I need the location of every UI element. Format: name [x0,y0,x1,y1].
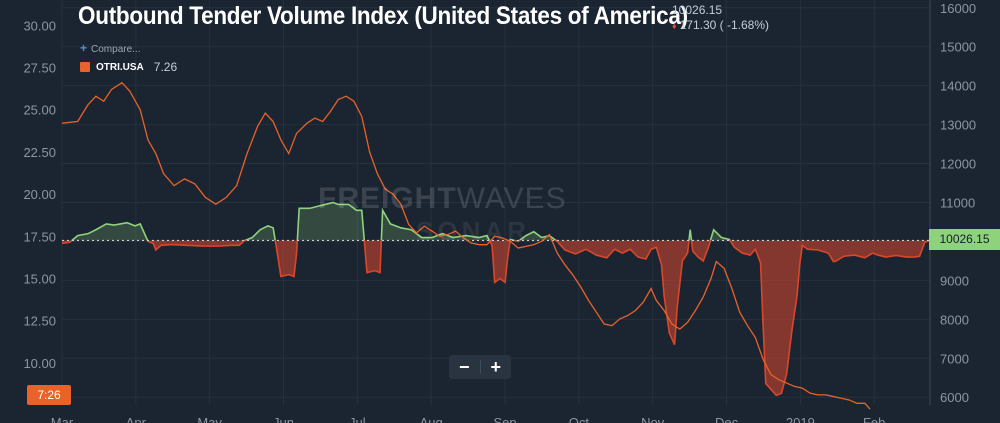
current-value-right-badge: 10026.15 [929,229,1000,250]
left-axis-tick-label: 15.00 [23,271,56,286]
series-line-otri [61,81,871,410]
right-axis-tick-label: 14000 [940,79,976,94]
x-axis-tick-label: Jul [349,415,366,423]
left-axis-tick-label: 30.00 [23,18,56,33]
down-arrow-icon: ♦ [672,21,677,31]
legend-symbol: OTRI.USA [96,61,144,73]
series-line-above [70,201,930,241]
right-axis-tick-label: 8000 [940,312,969,327]
zoom-out-button[interactable]: − [458,357,470,377]
right-axis-tick-label: 16000 [940,1,976,16]
x-axis-tick-label: Jun [273,415,294,423]
watermark-sub: SONAR [416,216,530,246]
chart-title: Outbound Tender Volume Index (United Sta… [78,2,688,30]
left-axis-tick-label: 25.00 [23,103,56,118]
left-axis-tick-label: 10.00 [23,356,56,371]
left-axis-tick-label: 27.50 [23,61,56,76]
right-axis-tick-label: 6000 [940,390,969,405]
right-axis-tick-label: 9000 [940,273,969,288]
x-axis-tick-label: May [197,415,222,423]
legend-value: 7.26 [153,60,178,74]
quote-value: 10026.15 [672,3,723,17]
x-axis-tick-label: Feb [863,415,885,423]
x-axis-tick-label: Dec [715,415,739,423]
zoom-divider [479,360,481,374]
plus-icon: + [80,41,88,55]
right-axis-tick-label: 13000 [940,118,976,133]
legend-item[interactable]: OTRI.USA 7.26 [80,60,177,74]
x-axis-tick-label: Aug [420,415,443,423]
left-axis-tick-label: 12.50 [23,314,56,329]
current-value-left-badge: 7:26 [27,385,71,405]
zoom-in-button[interactable]: + [490,357,501,377]
compare-button[interactable]: + Compare... [80,41,141,55]
left-axis-tick-label: 20.00 [23,187,56,202]
quote-change: ♦ 171.30 ( -1.68%) [672,18,769,32]
right-axis-tick-label: 7000 [940,351,969,366]
x-axis-tick-label: Apr [126,415,147,423]
right-axis-tick-label: 15000 [940,40,976,55]
right-axis-tick-label: 11000 [940,196,975,211]
left-axis-tick-label: 22.50 [23,145,56,160]
x-axis-tick-label: Nov [641,415,665,423]
left-axis-tick-label: 17.50 [23,229,56,244]
x-axis-tick-label: Sep [493,415,516,423]
x-axis-tick-label: Oct [569,415,590,423]
right-axis-tick-label: 12000 [940,157,976,172]
watermark-logo: FREIGHTWAVES [318,182,567,215]
x-axis-tick-label: 2019 [786,415,815,423]
zoom-controls: − + [449,355,511,379]
legend-swatch [80,62,90,72]
series-line-below [61,240,931,397]
x-axis-tick-label: Mar [51,415,74,423]
